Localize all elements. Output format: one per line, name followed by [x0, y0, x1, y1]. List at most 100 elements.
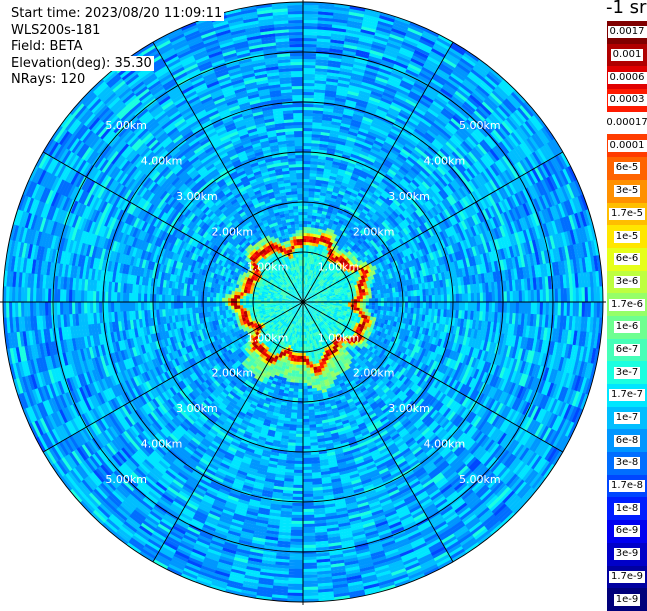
- ppi-cell: [459, 294, 462, 303]
- ppi-cell: [498, 292, 502, 303]
- ppi-cell: [303, 128, 313, 132]
- ppi-cell: [462, 294, 465, 303]
- ppi-cell: [303, 98, 314, 102]
- ppi-cell: [303, 221, 307, 224]
- ppi-cell: [342, 304, 345, 307]
- ppi-cell: [357, 302, 360, 305]
- ppi-cell: [306, 236, 310, 240]
- ppi-cell: [399, 302, 402, 307]
- ppi-cell: [303, 182, 310, 185]
- ppi-cell: [516, 302, 520, 314]
- ppi-cell: [303, 143, 312, 146]
- ppi-cell: [492, 302, 496, 312]
- ppi-cell: [495, 292, 499, 303]
- ppi-cell: [303, 125, 313, 129]
- ppi-cell: [303, 158, 311, 161]
- ppi-cell: [405, 297, 408, 303]
- ppi-cell: [368, 291, 372, 295]
- ppi-cell: [420, 302, 423, 309]
- ppi-cell: [356, 293, 360, 296]
- ppi-cell: [411, 296, 414, 302]
- ppi-cell: [456, 294, 459, 303]
- ppi-cell: [528, 290, 532, 302]
- ppi-cell: [402, 297, 405, 303]
- ppi-cell: [347, 295, 351, 298]
- ppi-cell: [426, 295, 429, 302]
- ppi-cell: [348, 297, 351, 300]
- ppi-cell: [456, 302, 459, 311]
- ppi-cell: [303, 140, 312, 143]
- ppi-cell: [465, 293, 468, 302]
- ppi-cell: [534, 302, 538, 315]
- ppi-cell: [303, 155, 311, 158]
- ppi-cell: [474, 293, 477, 302]
- ppi-cell: [396, 302, 399, 307]
- ppi-cell: [507, 291, 511, 302]
- ppi-cell: [507, 302, 511, 313]
- ppi-cell: [303, 74, 315, 78]
- ppi-cell: [372, 295, 376, 299]
- ppi-cell: [303, 68, 316, 72]
- ppi-cell: [513, 291, 517, 303]
- ppi-cell: [372, 306, 376, 310]
- ppi-cell: [306, 248, 309, 251]
- ppi-cell: [303, 137, 312, 140]
- ppi-cell: [522, 302, 526, 314]
- ppi-cell: [303, 224, 307, 227]
- ppi-cell: [305, 254, 308, 257]
- ppi-cell: [363, 305, 366, 309]
- ppi-cell: [305, 260, 308, 263]
- ppi-cell: [303, 8, 319, 12]
- ppi-cell: [543, 289, 547, 302]
- ppi-cell: [307, 215, 312, 219]
- ppi-cell: [303, 134, 312, 137]
- ppi-cell: [303, 161, 311, 164]
- ppi-cell: [420, 296, 423, 303]
- ppi-cell: [396, 307, 400, 312]
- ppi-cell: [417, 302, 420, 308]
- ppi-cell: [504, 291, 508, 302]
- ppi-cell: [468, 302, 471, 311]
- ppi-cell: [381, 298, 384, 302]
- ppi-cell: [447, 302, 450, 310]
- ppi-cell: [471, 293, 474, 302]
- ppi-cell: [486, 292, 490, 302]
- ppi-cell: [423, 296, 426, 303]
- ppi-cell: [498, 302, 502, 313]
- ppi-cell: [369, 298, 372, 302]
- ppi-cell: [303, 89, 315, 93]
- ppi-cell: [390, 302, 393, 307]
- ppi-cell: [303, 170, 310, 173]
- ppi-cell: [447, 294, 450, 302]
- ppi-cell: [510, 302, 514, 313]
- ppi-cell: [375, 294, 379, 298]
- ppi-cell: [303, 110, 313, 114]
- ppi-cell: [307, 227, 311, 231]
- ppi-cell: [303, 245, 306, 248]
- ppi-cell: [308, 212, 313, 216]
- ppi-cell: [366, 305, 370, 309]
- ppi-cell: [417, 296, 420, 302]
- ppi-cell: [549, 289, 553, 303]
- ppi-cell: [387, 302, 390, 307]
- ppi-cell: [303, 29, 318, 33]
- ppi-cell: [360, 296, 363, 299]
- ppi-cell: [303, 200, 309, 203]
- ppi-cell: [468, 293, 471, 302]
- ppi-cell: [306, 242, 309, 245]
- ppi-cell: [303, 206, 308, 209]
- ppi-cell: [375, 306, 379, 310]
- ppi-cell: [310, 236, 314, 240]
- ppi-cell: [303, 113, 313, 117]
- ppi-cell: [363, 302, 366, 305]
- ppi-cell: [522, 290, 526, 302]
- ppi-cell: [303, 80, 315, 84]
- ppi-cell: [366, 302, 369, 306]
- ppi-cell: [366, 295, 369, 299]
- ppi-cell: [303, 131, 312, 134]
- ppi-cell: [339, 298, 342, 300]
- ppi-cell: [369, 306, 373, 310]
- ppi-cell: [303, 173, 310, 176]
- ppi-cell: [307, 230, 311, 234]
- ppi-cell: [307, 224, 311, 228]
